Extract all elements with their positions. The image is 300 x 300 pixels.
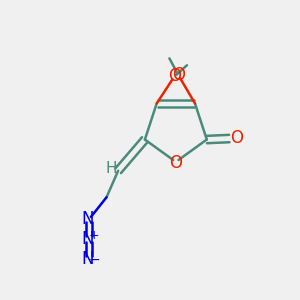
Text: O: O	[169, 154, 182, 172]
Text: −: −	[88, 253, 100, 267]
Text: O: O	[168, 67, 181, 85]
Text: +: +	[89, 229, 100, 242]
Text: O: O	[172, 65, 185, 83]
Text: N: N	[82, 210, 94, 228]
Text: O: O	[230, 129, 243, 147]
Text: N: N	[82, 230, 94, 248]
Text: H: H	[105, 161, 117, 176]
Text: N: N	[82, 250, 94, 268]
